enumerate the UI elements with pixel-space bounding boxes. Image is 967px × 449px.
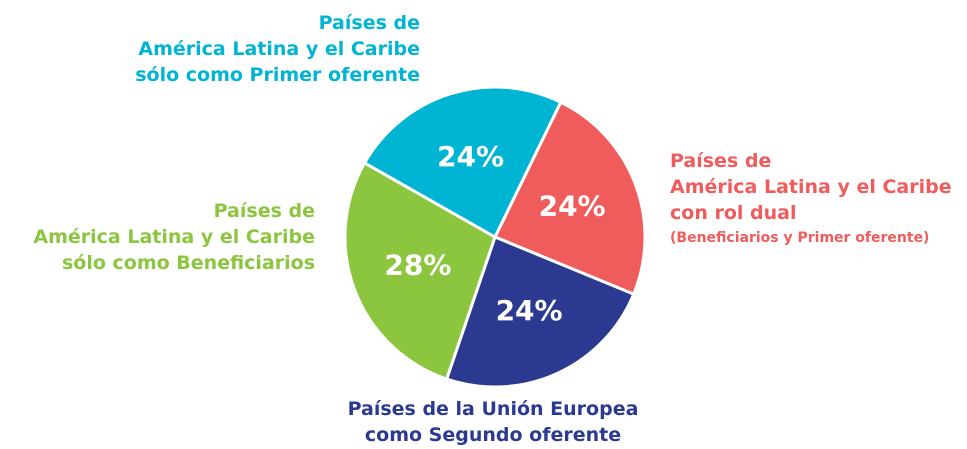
- pie-slice: [492, 100, 647, 297]
- value-label: 24%: [437, 140, 504, 173]
- category-label: Países de América Latina y el Caribe con…: [670, 150, 952, 224]
- value-label: 24%: [539, 190, 606, 223]
- annotation: (Beneficiarios y Primer oferente): [670, 230, 930, 246]
- category-label: Países de América Latina y el Caribe sól…: [33, 200, 315, 274]
- category-label: Países de América Latina y el Caribe sól…: [135, 12, 420, 86]
- value-label: 28%: [384, 248, 451, 281]
- category-label: Países de la Unión Europea como Segundo …: [347, 398, 639, 446]
- pie-slice: [362, 85, 563, 240]
- pie-slice: [444, 235, 636, 389]
- value-label: 24%: [496, 294, 563, 327]
